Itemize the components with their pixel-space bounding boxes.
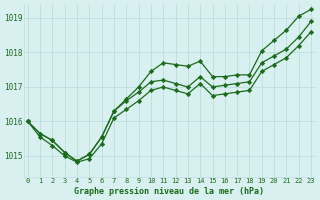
- X-axis label: Graphe pression niveau de la mer (hPa): Graphe pression niveau de la mer (hPa): [74, 187, 264, 196]
